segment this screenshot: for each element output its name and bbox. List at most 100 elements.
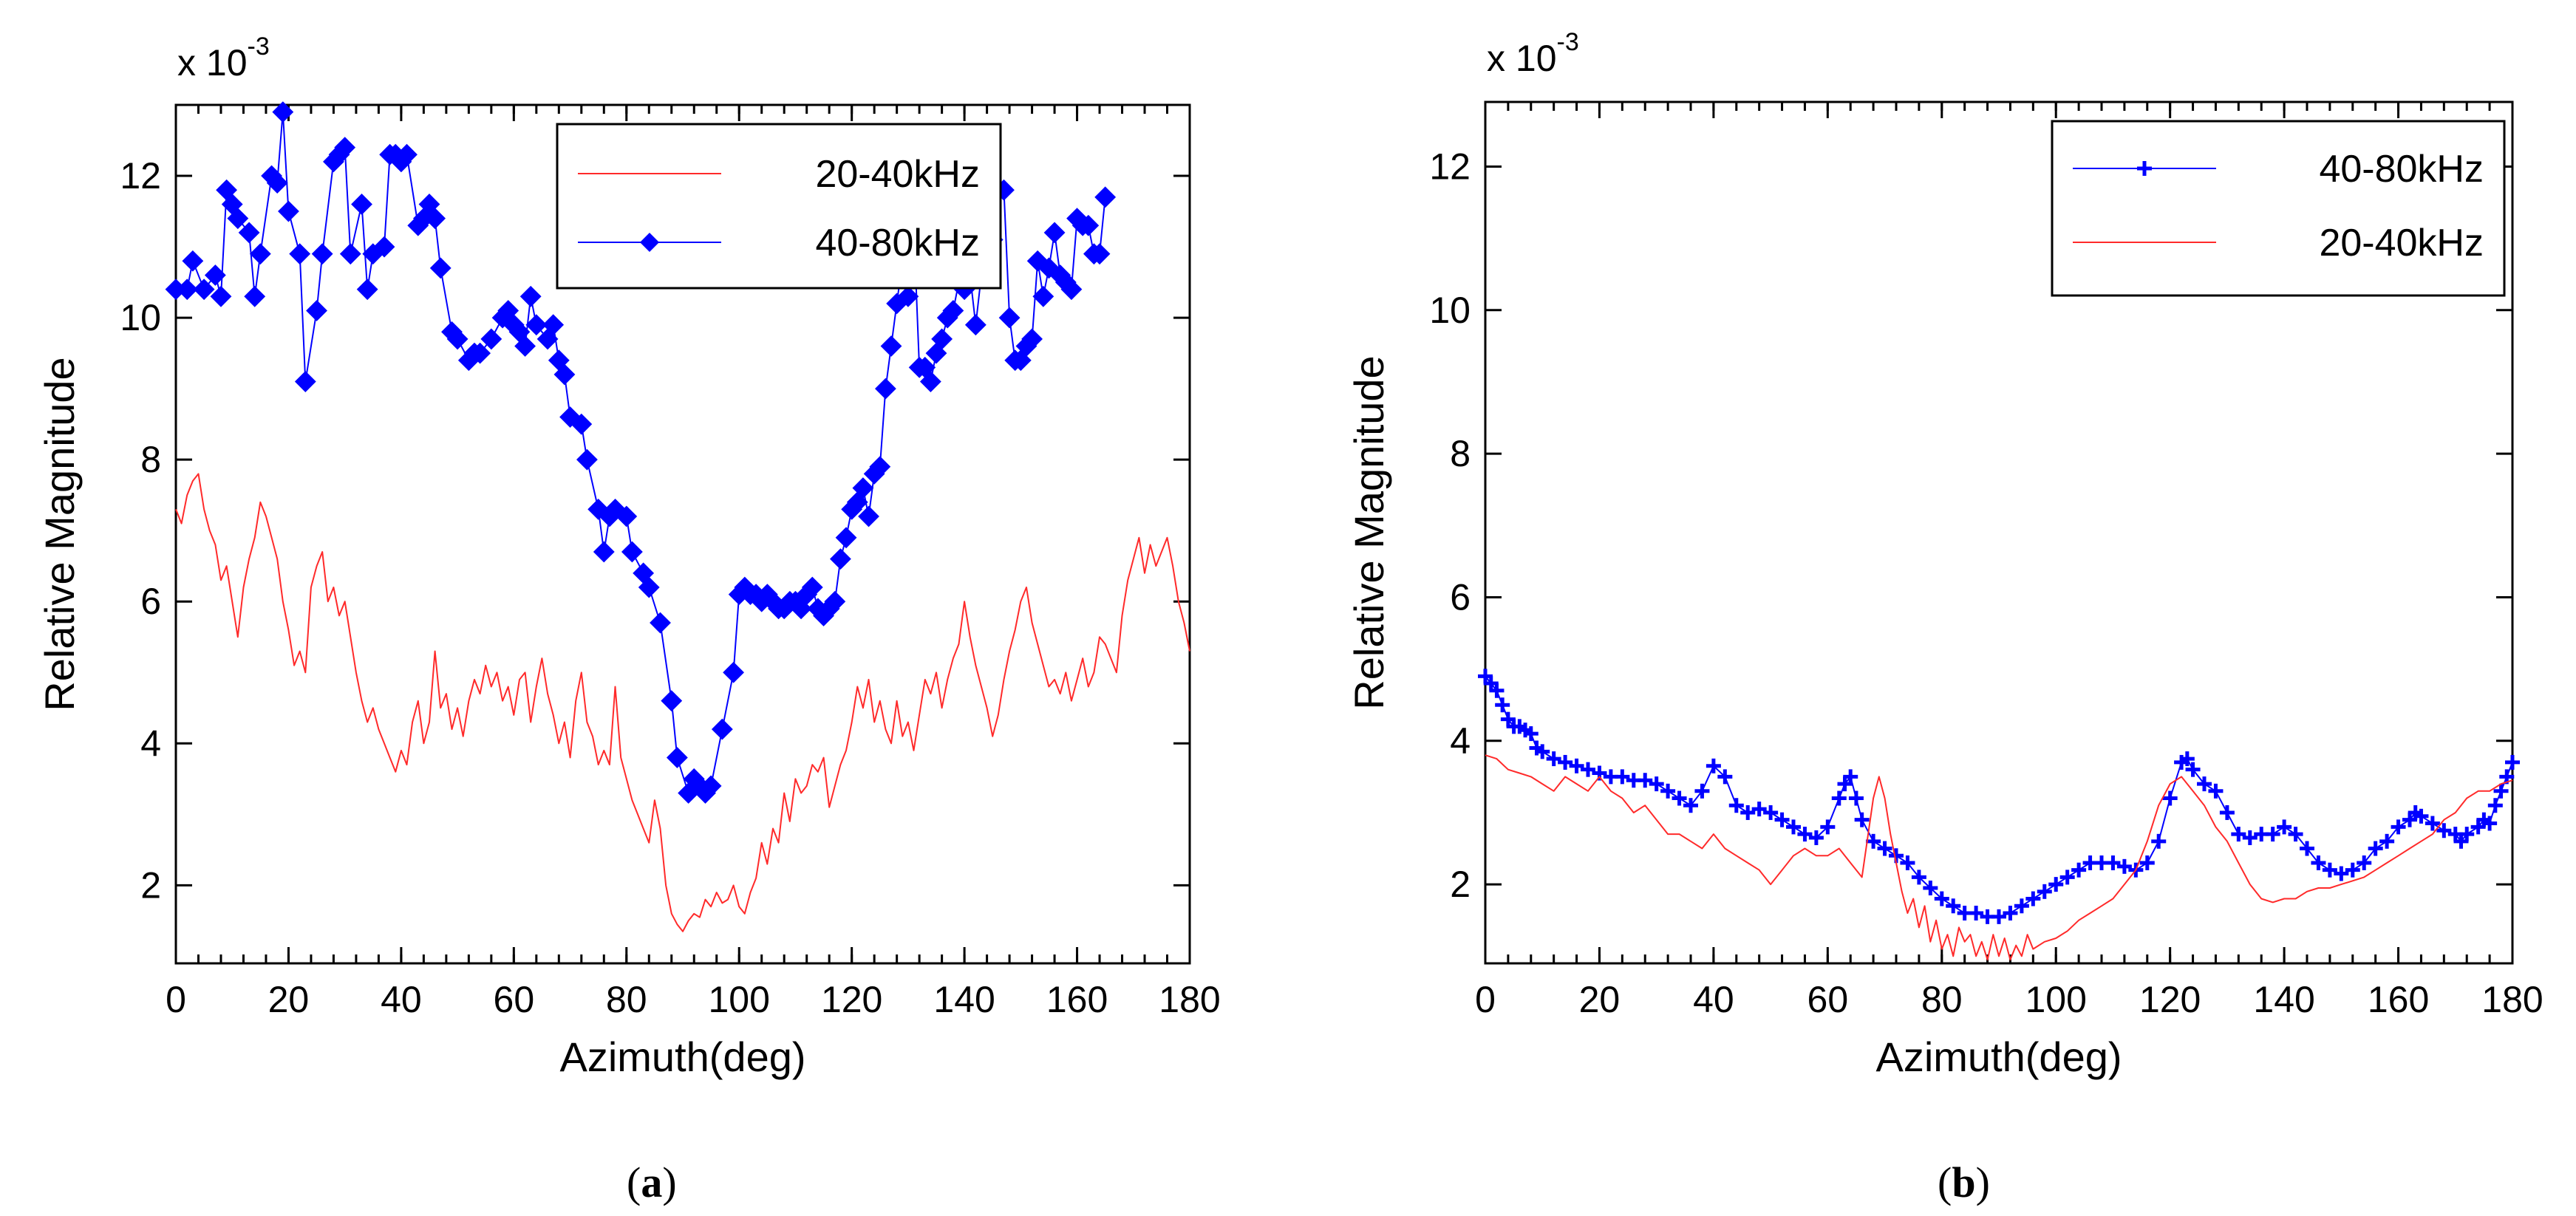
caption-open-paren: (: [627, 1158, 641, 1206]
y-tick-label: 12: [1429, 146, 1471, 187]
y-multiplier-base: x 10: [177, 42, 248, 83]
data-point: [1854, 812, 1870, 827]
data-point: [2048, 877, 2064, 892]
data-point: [931, 328, 953, 350]
x-tick-label: 40: [381, 979, 422, 1020]
data-point: [1751, 802, 1767, 817]
data-point: [2162, 790, 2178, 806]
data-point: [553, 363, 576, 386]
data-point: [1683, 798, 1698, 813]
data-point: [1489, 683, 1505, 698]
data-point: [1934, 891, 1949, 906]
data-point: [2436, 823, 2452, 838]
data-point: [446, 328, 468, 350]
data-point: [2459, 827, 2475, 842]
series-line-20-40kHz: [1485, 754, 2513, 961]
caption-letter: b: [1952, 1158, 1975, 1206]
data-point: [396, 143, 418, 165]
data-point: [801, 576, 823, 598]
data-point: [1843, 769, 1858, 785]
data-point: [852, 477, 874, 499]
data-point: [880, 335, 902, 357]
data-point: [289, 243, 311, 265]
data-point: [1848, 790, 1864, 806]
data-point: [661, 690, 683, 712]
y-multiplier-label: x 10-3: [177, 33, 270, 83]
data-point: [1740, 805, 1756, 820]
x-tick-label: 140: [933, 979, 995, 1020]
data-point: [1820, 819, 1836, 835]
data-point: [1660, 783, 1676, 799]
data-point: [593, 541, 615, 563]
data-point: [2242, 830, 2258, 845]
x-tick-label: 180: [2481, 979, 2543, 1020]
data-point: [339, 243, 361, 265]
data-point: [711, 718, 733, 740]
data-point: [1866, 833, 1881, 849]
data-point: [244, 285, 266, 307]
data-point: [1786, 819, 1801, 835]
x-tick-label: 0: [1475, 979, 1496, 1020]
x-tick-label: 60: [1807, 979, 1849, 1020]
data-point: [193, 279, 215, 301]
data-point: [998, 307, 1020, 329]
data-point: [182, 250, 204, 272]
data-point: [2345, 862, 2360, 878]
data-point: [2105, 855, 2121, 870]
data-point: [351, 194, 372, 215]
data-point: [2265, 827, 2280, 842]
data-point: [2379, 833, 2395, 849]
y-multiplier-label: x 10-3: [1487, 28, 1579, 79]
data-point: [514, 335, 536, 357]
data-point: [869, 456, 891, 478]
y-tick-label: 10: [120, 297, 161, 338]
data-point: [1569, 758, 1584, 773]
data-point: [919, 371, 941, 392]
data-point: [1021, 328, 1043, 350]
data-point: [2505, 754, 2520, 770]
data-point: [210, 285, 232, 307]
data-point: [2025, 891, 2041, 906]
y-tick-label: 6: [140, 581, 161, 622]
data-point: [621, 541, 643, 563]
data-point: [294, 371, 316, 392]
data-point: [2413, 808, 2429, 824]
data-point: [1763, 805, 1779, 820]
y-tick-label: 2: [140, 864, 161, 906]
data-point: [1077, 214, 1100, 236]
data-point: [525, 314, 548, 336]
y-tick-label: 8: [1450, 433, 1471, 474]
data-point: [278, 200, 299, 222]
data-point: [1991, 909, 2006, 924]
y-tick-label: 4: [1450, 720, 1471, 762]
data-point: [858, 505, 879, 527]
data-point: [1797, 827, 1813, 842]
y-axis-label: Relative Magnitude: [1346, 355, 1392, 709]
data-point: [1615, 769, 1630, 785]
data-point: [1043, 222, 1066, 244]
y-multiplier-exponent: -3: [248, 33, 270, 61]
data-point: [2059, 870, 2075, 885]
data-point: [429, 257, 452, 279]
data-point: [1877, 841, 1892, 856]
data-point: [2231, 827, 2246, 842]
data-point: [266, 172, 288, 194]
y-axis-label: Relative Magnitude: [36, 357, 83, 711]
data-point: [835, 527, 857, 549]
x-tick-label: 160: [1046, 979, 1108, 1020]
data-point: [1581, 762, 1595, 777]
x-tick-label: 40: [1693, 979, 1734, 1020]
data-point: [272, 101, 294, 123]
data-point: [723, 661, 745, 683]
x-tick-label: 80: [606, 979, 647, 1020]
plot-frame: [174, 103, 1191, 965]
data-point: [311, 243, 333, 265]
y-multiplier-exponent: -3: [1557, 28, 1579, 56]
data-point: [1694, 783, 1710, 799]
data-point: [2139, 855, 2155, 870]
series-line-20-40kHz: [175, 473, 1190, 932]
data-point: [2219, 805, 2235, 820]
data-point: [2300, 841, 2314, 856]
data-point: [176, 279, 198, 301]
